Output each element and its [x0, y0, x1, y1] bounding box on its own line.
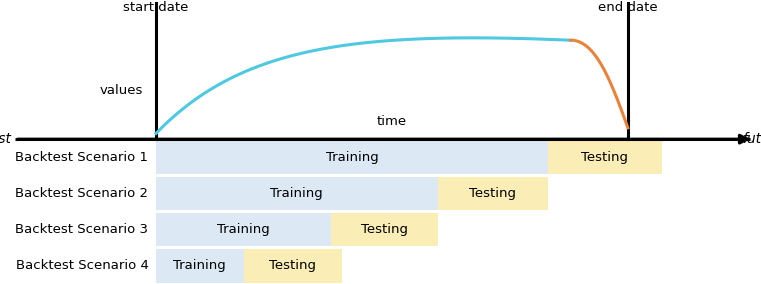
- Bar: [548, 141, 662, 174]
- Bar: [438, 177, 548, 210]
- Text: Testing: Testing: [470, 187, 516, 200]
- Text: Training: Training: [217, 223, 270, 236]
- Text: Testing: Testing: [361, 223, 408, 236]
- Text: Testing: Testing: [581, 151, 629, 164]
- Text: Training: Training: [270, 187, 323, 200]
- Bar: [156, 177, 438, 210]
- Text: past: past: [0, 132, 11, 146]
- Text: future: future: [742, 132, 761, 146]
- Text: values: values: [100, 84, 143, 97]
- Text: start date: start date: [123, 1, 189, 14]
- Bar: [156, 249, 244, 283]
- Bar: [244, 249, 342, 283]
- Text: time: time: [377, 115, 407, 128]
- Text: Testing: Testing: [269, 259, 317, 272]
- Text: Backtest Scenario 4: Backtest Scenario 4: [15, 259, 148, 272]
- Text: Training: Training: [174, 259, 226, 272]
- Text: end date: end date: [598, 1, 658, 14]
- Bar: [156, 213, 331, 246]
- Bar: [331, 213, 438, 246]
- Text: Backtest Scenario 2: Backtest Scenario 2: [15, 187, 148, 200]
- Text: Backtest Scenario 1: Backtest Scenario 1: [15, 151, 148, 164]
- Bar: [156, 141, 548, 174]
- Text: Backtest Scenario 3: Backtest Scenario 3: [15, 223, 148, 236]
- Text: Training: Training: [326, 151, 378, 164]
